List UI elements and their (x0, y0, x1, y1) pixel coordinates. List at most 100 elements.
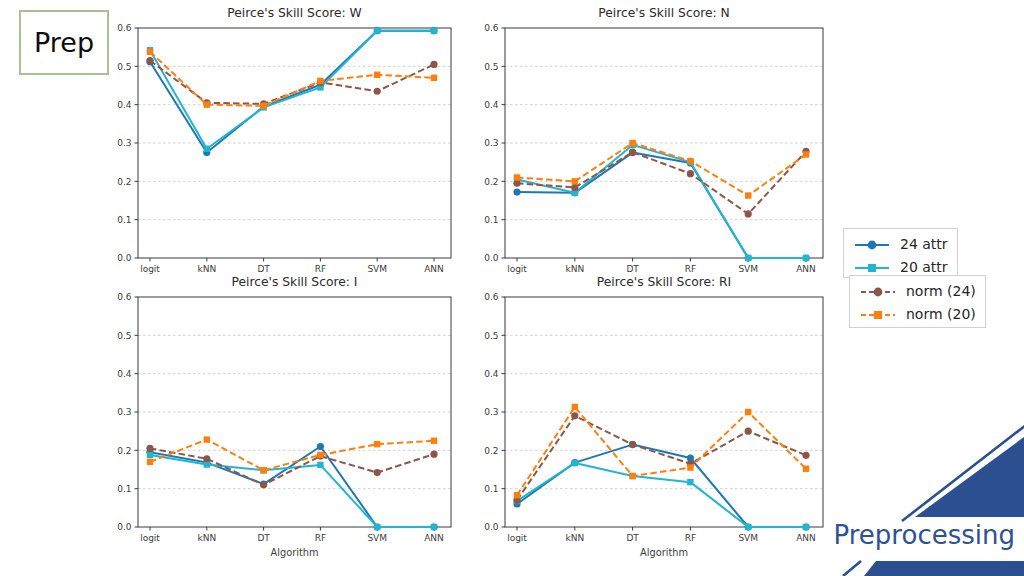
chart-peirce-skill-score-i: 0.00.10.20.30.40.50.6logitkNNDTRFSVMANNP… (96, 271, 467, 563)
chart-title: Peirce's Skill Score: RI (597, 275, 732, 289)
data-point-marker (146, 445, 153, 452)
y-tick-label: 0.2 (117, 177, 131, 187)
data-point-marker (514, 174, 520, 180)
data-point-marker (317, 443, 324, 450)
data-point-marker (430, 61, 437, 68)
series-line-24 attr (517, 153, 806, 258)
data-point-marker (374, 469, 381, 476)
chart-title: Peirce's Skill Score: N (598, 6, 730, 20)
data-point-marker (745, 409, 751, 415)
y-tick-label: 0.6 (117, 23, 132, 33)
y-tick-label: 0.0 (117, 253, 132, 263)
legend-swatch-icon (859, 285, 897, 299)
y-tick-label: 0.3 (484, 407, 498, 417)
x-tick-label: RF (685, 533, 696, 543)
data-point-marker (803, 255, 809, 261)
x-tick-label: DT (626, 533, 639, 543)
x-tick-label: RF (315, 533, 326, 543)
y-tick-label: 0.4 (484, 100, 499, 110)
legend-item: norm (24) (859, 281, 976, 302)
x-axis-label: Algorithm (640, 547, 688, 558)
data-point-marker (803, 466, 809, 472)
chart-peirce-skill-score-w: 0.00.10.20.30.40.50.6logitkNNDTRFSVMANNP… (96, 2, 467, 294)
prep-label: Prep (34, 27, 94, 58)
data-point-marker (203, 455, 210, 462)
data-point-marker (687, 479, 693, 485)
data-point-marker (572, 460, 578, 466)
data-point-marker (317, 78, 323, 84)
data-point-marker (374, 27, 380, 33)
data-point-marker (374, 88, 381, 95)
data-point-marker (260, 103, 266, 109)
y-tick-label: 0.5 (117, 62, 131, 72)
data-point-marker (374, 524, 380, 530)
legend-box-norm: norm (24)norm (20) (849, 275, 986, 328)
legend-swatch-icon (853, 261, 891, 275)
series-line-norm (24) (517, 151, 806, 213)
y-tick-label: 0.1 (484, 484, 498, 494)
data-point-marker (374, 72, 380, 78)
data-point-marker (745, 192, 751, 198)
y-tick-label: 0.3 (117, 407, 131, 417)
x-tick-label: logit (507, 533, 527, 543)
legend-item: norm (20) (859, 304, 976, 325)
data-point-marker (687, 158, 693, 164)
prep-label-box: Prep (19, 10, 109, 75)
data-point-marker (629, 140, 635, 146)
data-point-marker (204, 101, 210, 107)
y-tick-label: 0.5 (117, 331, 131, 341)
data-point-marker (431, 524, 437, 530)
data-point-marker (629, 149, 636, 156)
y-tick-label: 0.5 (484, 62, 498, 72)
x-tick-label: SVM (738, 533, 758, 543)
data-point-marker (629, 441, 636, 448)
legend-label: norm (24) (906, 281, 976, 302)
chart-peirce-skill-score-ri: 0.00.10.20.30.40.50.6logitkNNDTRFSVMANNP… (463, 271, 839, 563)
series-line-norm (20) (517, 143, 806, 196)
x-tick-label: kNN (197, 533, 216, 543)
x-tick-label: SVM (367, 533, 387, 543)
data-point-marker (514, 492, 520, 498)
legend-label: norm (20) (906, 304, 976, 325)
x-tick-label: logit (140, 533, 160, 543)
data-point-marker (146, 57, 153, 64)
data-point-marker (260, 481, 267, 488)
data-point-marker (745, 255, 751, 261)
y-tick-label: 0.1 (117, 484, 131, 494)
series-line-24 attr (517, 445, 806, 527)
y-tick-label: 0.4 (117, 100, 132, 110)
data-point-marker (204, 146, 210, 152)
data-point-marker (572, 404, 578, 410)
chart-peirce-skill-score-n: 0.00.10.20.30.40.50.6logitkNNDTRFSVMANNP… (463, 2, 839, 294)
data-point-marker (147, 452, 153, 458)
y-tick-label: 0.2 (484, 446, 498, 456)
y-tick-label: 0.0 (484, 253, 499, 263)
y-tick-label: 0.1 (117, 215, 131, 225)
bottom-band-decoration (864, 561, 1024, 576)
y-tick-label: 0.0 (484, 522, 499, 532)
y-tick-label: 0.4 (117, 369, 132, 379)
triangle-decoration (915, 437, 1024, 517)
corner-decoration (838, 415, 1024, 576)
y-tick-label: 0.6 (484, 292, 499, 302)
data-point-marker (513, 188, 520, 195)
data-point-marker (147, 459, 153, 465)
slide: Prep 0.0 0.1 0.2 0.3 0.4 0.5 0.6 logit kNN DT RF SV… (0, 0, 1024, 576)
y-tick-label: 0.0 (117, 522, 132, 532)
y-tick-label: 0.2 (117, 446, 131, 456)
y-tick-label: 0.3 (117, 138, 131, 148)
data-point-marker (745, 210, 752, 217)
data-point-marker (745, 524, 751, 530)
legend-item: 24 attr (853, 234, 948, 255)
y-tick-label: 0.4 (484, 369, 499, 379)
x-tick-label: kNN (565, 533, 584, 543)
data-point-marker (317, 452, 323, 458)
legend-swatch-icon (853, 238, 891, 252)
x-tick-label: ANN (424, 533, 444, 543)
legend-label: 24 attr (900, 234, 948, 255)
data-point-marker (803, 524, 809, 530)
data-point-marker (687, 170, 694, 177)
data-point-marker (431, 27, 437, 33)
y-tick-label: 0.5 (484, 331, 498, 341)
data-point-marker (260, 467, 266, 473)
